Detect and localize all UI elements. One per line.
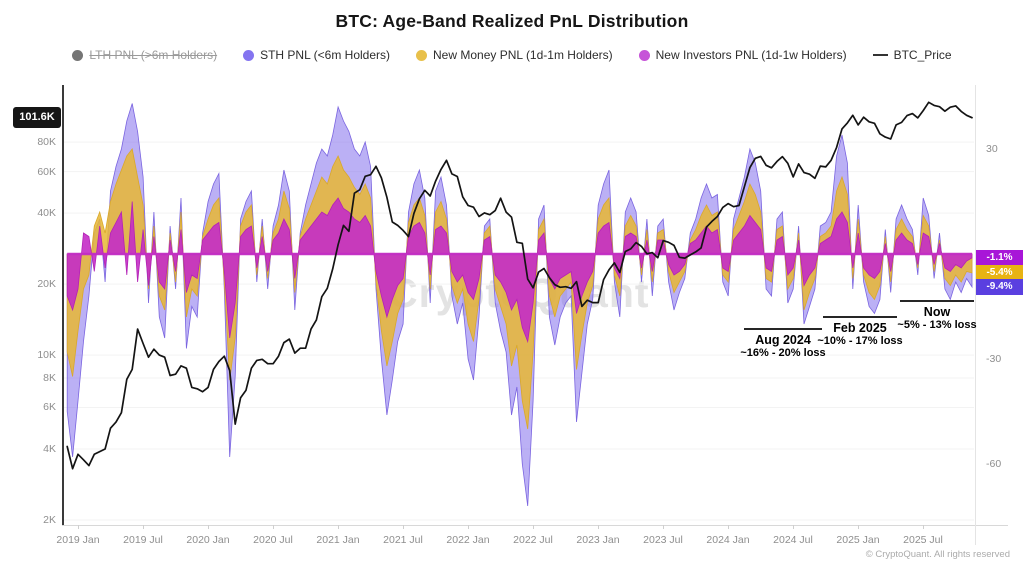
x-axis-label: 2020 Jan [186, 534, 230, 546]
annotation-detail: ~10% - 17% loss [817, 335, 903, 347]
x-axis-label: 2019 Jan [56, 534, 100, 546]
current-value-badge-sth: -9.4% [976, 279, 1023, 295]
x-axis-tick [533, 525, 534, 529]
line-marker-icon [872, 53, 888, 57]
x-axis-tick [273, 525, 274, 529]
x-axis-tick [728, 525, 729, 529]
annotation-underline [900, 300, 974, 302]
y-axis-label-left: 20K [37, 278, 56, 290]
x-axis-tick [793, 525, 794, 529]
x-axis-label: 2020 Jul [253, 534, 293, 546]
x-axis-tick [208, 525, 209, 529]
y-axis-label-left: 60K [37, 166, 56, 178]
legend-label: STH PNL (<6m Holders) [260, 48, 391, 62]
legend-label: New Money PNL (1d-1m Holders) [433, 48, 613, 62]
legend-dot-icon [72, 49, 84, 61]
y-axis-line-right [975, 85, 976, 545]
y-axis-label-left: 2K [43, 514, 56, 526]
legend-dot-icon [416, 49, 428, 61]
annotation-now: Now ~5% - 13% loss [887, 300, 987, 332]
current-value-badge-new-investors: -1.1% [976, 250, 1023, 266]
annotation-underline [744, 328, 822, 330]
x-axis-tick [858, 525, 859, 529]
legend-dot-icon [638, 49, 650, 61]
legend-label: New Investors PNL (1d-1w Holders) [655, 48, 847, 62]
annotation-title: Now [923, 305, 951, 319]
x-axis-tick [663, 525, 664, 529]
btc-price-line [66, 101, 973, 470]
x-axis-tick [598, 525, 599, 529]
x-axis-tick [403, 525, 404, 529]
x-axis-tick [78, 525, 79, 529]
annotation-detail: ~16% - 20% loss [740, 347, 826, 359]
y-axis-label-left: 40K [37, 207, 56, 219]
page-title: BTC: Age-Band Realized PnL Distribution [335, 11, 689, 31]
x-axis-label: 2025 Jul [903, 534, 943, 546]
x-axis-line [62, 525, 1008, 526]
legend-item-new-investors-pnl[interactable]: New Investors PNL (1d-1w Holders) [638, 48, 847, 62]
x-axis-label: 2022 Jan [446, 534, 490, 546]
y-axis-label-right: -60 [986, 458, 1002, 470]
x-axis-label: 2021 Jul [383, 534, 423, 546]
y-axis-label-left: 6K [43, 401, 56, 413]
x-axis-label: 2023 Jul [643, 534, 683, 546]
area-series [66, 197, 973, 344]
y-axis-label-left: 8K [43, 372, 56, 384]
legend-dot-icon [243, 49, 255, 61]
legend-label: BTC_Price [893, 48, 952, 62]
x-axis-label: 2025 Jan [836, 534, 880, 546]
y-axis-label-left: 4K [43, 443, 56, 455]
annotation-aug-2024: Aug 2024 ~16% - 20% loss [733, 328, 833, 360]
annotation-underline [823, 316, 897, 318]
legend-item-new-money-pnl[interactable]: New Money PNL (1d-1m Holders) [416, 48, 613, 62]
y-axis-label-right: 30 [986, 143, 998, 155]
current-price-badge: 101.6K [13, 107, 61, 128]
x-axis-tick [923, 525, 924, 529]
current-value-badge-new-money: -5.4% [976, 265, 1023, 281]
x-axis-tick [338, 525, 339, 529]
legend: LTH PNL (>6m Holders) STH PNL (<6m Holde… [0, 48, 1024, 62]
copyright-notice: © CryptoQuant. All rights reserved [865, 549, 1010, 560]
annotation-feb-2025: Feb 2025 ~10% - 17% loss [810, 316, 910, 348]
y-axis-label-left: 80K [37, 136, 56, 148]
x-axis-label: 2022 Jul [513, 534, 553, 546]
x-axis-label: 2024 Jul [773, 534, 813, 546]
annotation-title: Aug 2024 [755, 333, 811, 347]
annotation-title: Feb 2025 [833, 321, 887, 335]
legend-label: LTH PNL (>6m Holders) [89, 48, 218, 62]
legend-item-btc-price[interactable]: BTC_Price [872, 48, 952, 62]
y-axis-label-right: -30 [986, 353, 1002, 365]
x-axis-label: 2023 Jan [576, 534, 620, 546]
x-axis-tick [468, 525, 469, 529]
x-axis-tick [143, 525, 144, 529]
legend-item-sth-pnl[interactable]: STH PNL (<6m Holders) [243, 48, 390, 62]
legend-item-lth-pnl[interactable]: LTH PNL (>6m Holders) [72, 48, 217, 62]
x-axis-label: 2019 Jul [123, 534, 163, 546]
y-axis-label-left: 10K [37, 349, 56, 361]
x-axis-label: 2021 Jan [316, 534, 360, 546]
x-axis-label: 2024 Jan [706, 534, 750, 546]
annotation-detail: ~5% - 13% loss [897, 319, 977, 331]
y-axis-line-left [62, 85, 64, 525]
